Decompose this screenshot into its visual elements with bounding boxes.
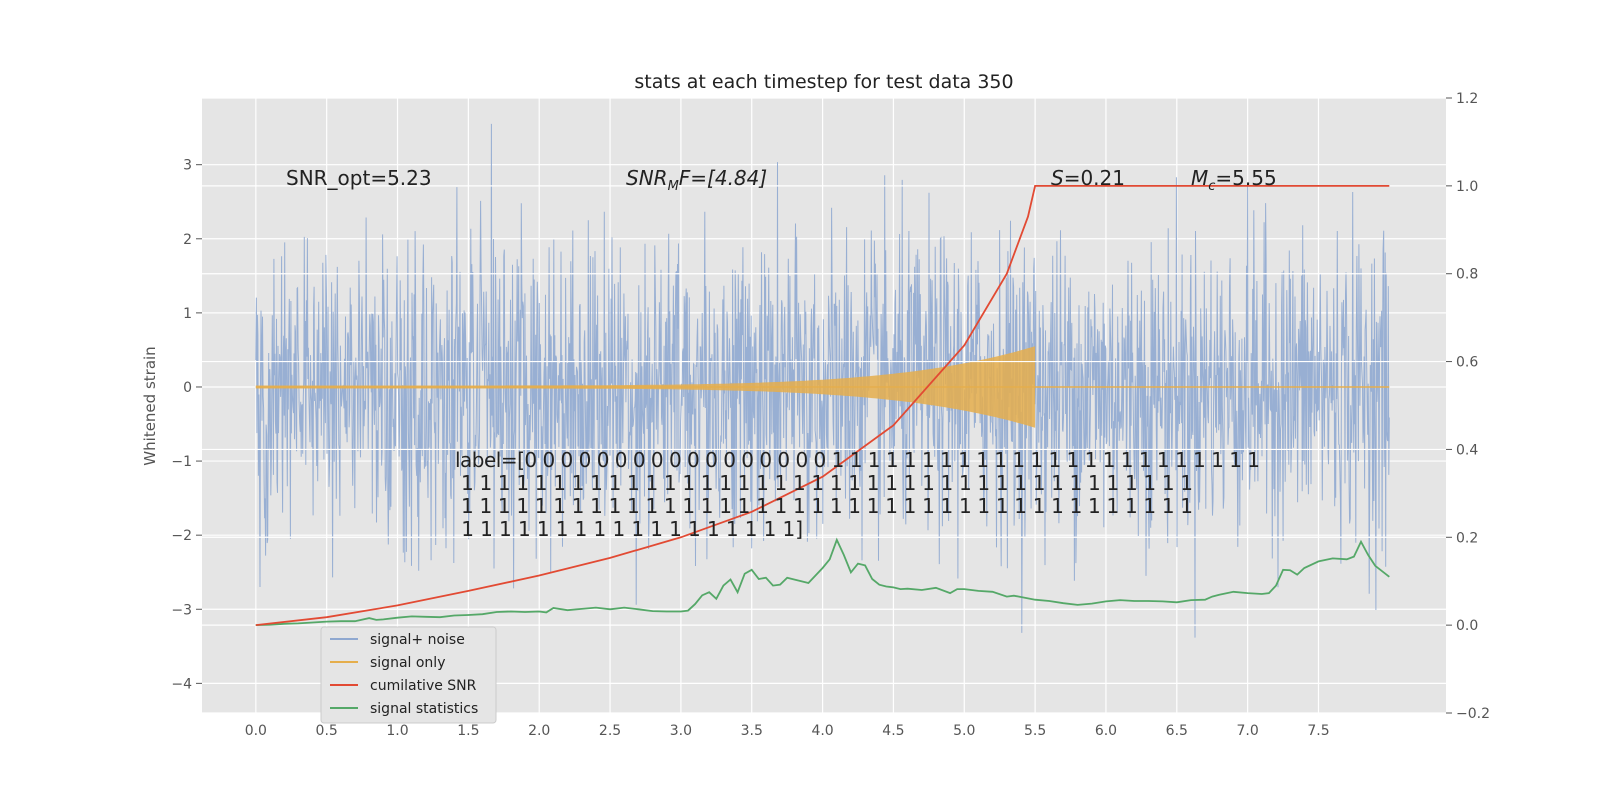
annotation-snr-mf: SNRMF=[4.84] xyxy=(626,166,767,194)
x-tick-label: 4.0 xyxy=(811,723,833,739)
x-tick-label: 5.0 xyxy=(953,723,975,739)
x-axis-ticks: 0.0 0.5 1.0 1.5 2.0 2.5 3.0 3.5 4.0 4.5 5.0 5.5 6.0 6… xyxy=(245,723,1330,739)
y2-tick-label: 0.0 xyxy=(1456,618,1478,634)
x-tick-label: 2.0 xyxy=(528,723,550,739)
series-signal-statistics xyxy=(255,537,1390,626)
x-tick-label: 5.5 xyxy=(1024,723,1046,739)
y2-tick-label: 0.4 xyxy=(1456,442,1478,458)
x-tick-label: 4.5 xyxy=(882,723,904,739)
x-tick-label: 1.5 xyxy=(457,723,479,739)
y2-axis-ticks: 1.2 1.0 0.8 0.6 0.4 0.2 0.0 −0.2 xyxy=(1446,91,1490,722)
y-tick-label: 2 xyxy=(183,232,192,248)
label-line-1: label=[0 0 0 0 0 0 0 0 0 0 0 0 0 0 0 0 0… xyxy=(455,448,1260,472)
annotation-mc-rest: =5.55 xyxy=(1215,166,1276,190)
label-line-3: 1 1 1 1 1 1 1 1 1 1 1 1 1 1 1 1 1 1 1 1 … xyxy=(455,494,1193,518)
series-signal-noise xyxy=(255,123,1390,638)
chart-title: stats at each timestep for test data 350 xyxy=(634,71,1013,93)
y2-tick-label: 1.2 xyxy=(1456,91,1478,107)
x-tick-label: 3.5 xyxy=(741,723,763,739)
y2-tick-label: 1.0 xyxy=(1456,179,1478,195)
y-axis-ticks: 3 2 1 0 −1 −2 −3 −4 xyxy=(171,158,202,692)
annotation-mc-sub: c xyxy=(1208,179,1215,194)
annotation-mc-main: M xyxy=(1191,166,1208,190)
y2-tick-label: −0.2 xyxy=(1456,706,1490,722)
annotation-s: S=0.21 xyxy=(1051,166,1125,190)
legend-box xyxy=(320,626,497,724)
y2-tick-label: 0.2 xyxy=(1456,530,1478,546)
x-tick-label: 0.5 xyxy=(316,723,338,739)
y-tick-label: 0 xyxy=(183,380,192,396)
legend: signal+ noise signal only cumilative SNR… xyxy=(320,626,497,724)
annotation-s-rest: =0.21 xyxy=(1064,166,1125,190)
legend-label-cumulative-snr: cumilative SNR xyxy=(370,678,477,694)
y-axis-label: Whitened strain xyxy=(141,346,159,465)
annotation-mc: Mc=5.55 xyxy=(1191,166,1277,194)
x-tick-label: 7.0 xyxy=(1237,723,1259,739)
series-cumulative-snr xyxy=(255,184,1390,626)
y-tick-label: −1 xyxy=(171,454,192,470)
y-tick-label: 1 xyxy=(183,306,192,322)
annotation-snr-mf-rest: F=[4.84] xyxy=(679,166,767,190)
annotation-snr-opt: SNR_opt=5.23 xyxy=(286,166,432,190)
annotation-snr-mf-main: SNR xyxy=(626,166,668,190)
y-tick-label: −2 xyxy=(171,528,192,544)
signal-noise-line xyxy=(255,123,1390,638)
cumulative-snr-line xyxy=(255,184,1390,626)
label-line-4: 1 1 1 1 1 1 1 1 1 1 1 1 1 1 1 1 1 1] xyxy=(455,517,803,541)
y-tick-label: 3 xyxy=(183,158,192,174)
x-tick-label: 0.0 xyxy=(245,723,267,739)
x-tick-label: 6.5 xyxy=(1166,723,1188,739)
x-tick-label: 2.5 xyxy=(599,723,621,739)
label-line-2: 1 1 1 1 1 1 1 1 1 1 1 1 1 1 1 1 1 1 1 1 … xyxy=(455,471,1193,495)
y-tick-label: −3 xyxy=(171,602,192,618)
y2-tick-label: 0.6 xyxy=(1456,355,1478,371)
x-tick-label: 3.0 xyxy=(670,723,692,739)
series-signal-only xyxy=(255,346,1390,428)
y-tick-label: −4 xyxy=(171,676,192,692)
legend-label-signal-statistics: signal statistics xyxy=(370,701,478,717)
legend-label-signal-noise: signal+ noise xyxy=(370,632,465,648)
x-tick-label: 1.0 xyxy=(386,723,408,739)
annotation-s-symbol: S xyxy=(1051,166,1064,190)
y2-tick-label: 0.8 xyxy=(1456,267,1478,283)
annotation-snr-mf-sub: M xyxy=(668,179,679,194)
legend-label-signal-only: signal only xyxy=(370,655,445,671)
x-tick-label: 6.0 xyxy=(1095,723,1117,739)
x-tick-label: 7.5 xyxy=(1307,723,1329,739)
signal-statistics-line xyxy=(255,537,1390,626)
